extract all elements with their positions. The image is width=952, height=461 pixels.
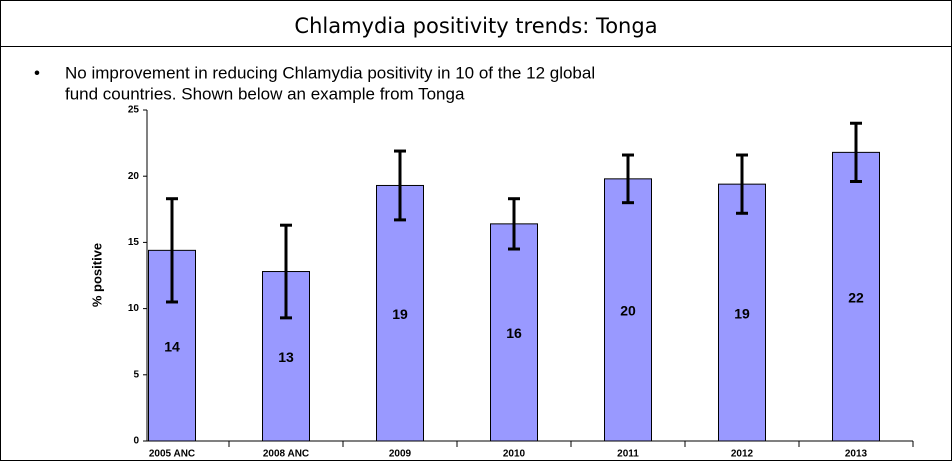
x-tick-label: 2012: [731, 449, 754, 460]
value-label: 20: [620, 303, 636, 319]
x-tick-label: 2011: [617, 449, 639, 460]
y-tick-label: 0: [133, 436, 139, 447]
slide-title: Chlamydia positivity trends: Tonga: [294, 14, 657, 38]
x-tick-label: 2009: [389, 449, 412, 460]
value-label: 22: [848, 289, 864, 305]
y-axis-label: % positive: [89, 243, 104, 307]
bar: [376, 184, 424, 442]
value-label: 19: [734, 305, 750, 321]
y-tick-label: 15: [128, 237, 140, 248]
bar: [832, 151, 880, 442]
x-tick-label: 2013: [845, 449, 868, 460]
x-tick-label: 2005 ANC: [149, 449, 195, 460]
bullet-line: No improvement in reducing Chlamydia pos…: [65, 63, 595, 82]
y-tick-label: 10: [128, 303, 140, 314]
bar: [604, 178, 652, 442]
y-tick-label: 25: [128, 105, 140, 116]
value-label: 14: [164, 338, 180, 354]
x-tick-label: 2008 ANC: [263, 449, 309, 460]
value-label: 19: [392, 306, 408, 322]
value-label: 13: [278, 349, 294, 365]
bar: [490, 223, 538, 442]
value-label: 16: [506, 325, 522, 341]
y-tick-label: 20: [128, 171, 140, 182]
x-tick-label: 2010: [503, 449, 526, 460]
bullet-line: fund countries. Shown below an example f…: [65, 84, 465, 103]
bullet-dot: •: [34, 63, 40, 82]
y-tick-label: 5: [133, 369, 139, 380]
bar: [718, 183, 766, 442]
